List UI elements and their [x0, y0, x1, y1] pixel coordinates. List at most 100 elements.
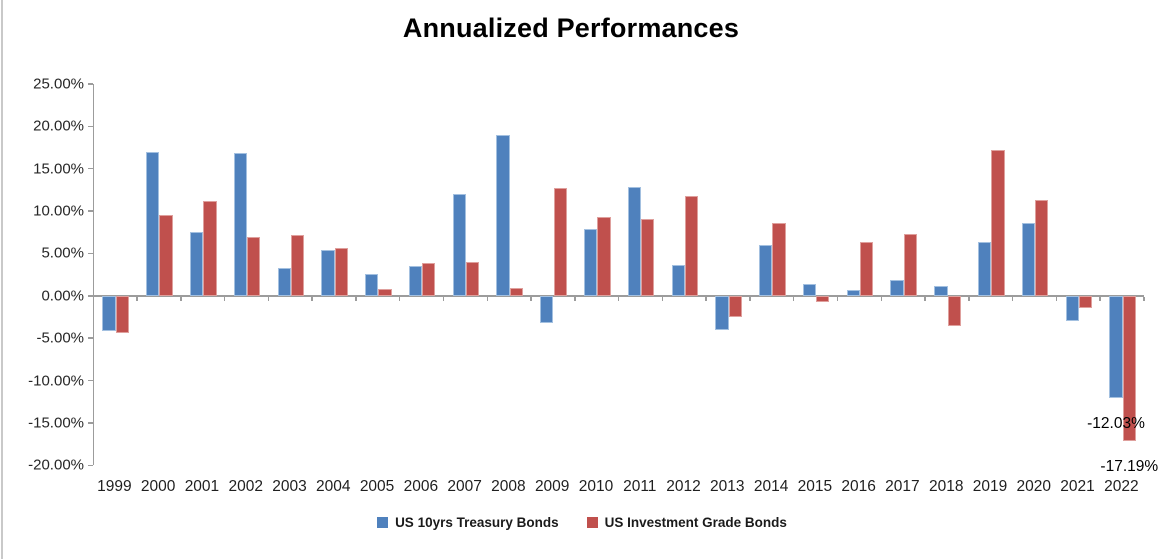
bar-us-investment-grade-bonds-2019: [991, 150, 1005, 296]
x-axis-tick-mark: [1055, 296, 1058, 302]
bar-us-investment-grade-bonds-2006: [422, 262, 436, 296]
bar-us-investment-grade-bonds-2020: [1035, 200, 1049, 296]
x-axis-category-label: 2010: [578, 478, 614, 495]
x-axis-tick-mark: [705, 296, 707, 302]
x-axis-tick-mark: [836, 296, 839, 302]
x-axis-tick-mark: [749, 296, 751, 302]
legend-item: US 10yrs Treasury Bonds: [377, 515, 559, 530]
bar-us-10yrs-treasury-bonds-1999: [102, 295, 116, 332]
bar-us-10yrs-treasury-bonds-2009: [540, 295, 554, 323]
x-axis-tick-mark: [792, 296, 795, 302]
y-axis-tick-mark: [88, 210, 93, 212]
x-axis-category-label: 2019: [972, 478, 1008, 495]
x-axis-tick-mark: [530, 296, 532, 302]
bar-us-10yrs-treasury-bonds-2017: [890, 279, 904, 296]
y-axis-tick-mark: [88, 337, 93, 339]
data-label-2022: -17.19%: [1100, 458, 1159, 476]
x-axis-tick-mark: [661, 296, 664, 302]
bar-us-10yrs-treasury-bonds-2022: [1109, 295, 1123, 398]
bar-us-investment-grade-bonds-2007: [465, 261, 480, 296]
bar-us-investment-grade-bonds-2011: [641, 218, 655, 296]
bar-us-10yrs-treasury-bonds-2003: [277, 267, 291, 296]
bar-us-10yrs-treasury-bonds-2012: [671, 265, 685, 296]
bar-us-10yrs-treasury-bonds-2000: [146, 151, 160, 296]
x-axis-category-label: 2017: [885, 478, 920, 495]
bar-us-investment-grade-bonds-2002: [247, 237, 261, 296]
x-axis-tick-mark: [1099, 296, 1101, 302]
x-axis-tick-mark: [1143, 296, 1145, 302]
x-axis-category-label: 2015: [797, 478, 833, 495]
legend-label: US Investment Grade Bonds: [604, 515, 787, 530]
x-axis-tick-mark: [574, 296, 576, 302]
bar-us-investment-grade-bonds-2003: [290, 234, 305, 296]
x-axis-category-label: 2000: [140, 478, 176, 495]
y-axis-tick-mark: [88, 125, 93, 128]
x-axis-category-label: 2021: [1060, 478, 1095, 495]
x-axis-category-label: 2004: [316, 478, 351, 495]
y-axis-tick-label: 20.00%: [33, 117, 84, 135]
bar-us-investment-grade-bonds-2005: [378, 289, 392, 296]
x-axis-tick-mark: [617, 296, 620, 302]
bar-us-10yrs-treasury-bonds-2007: [452, 194, 466, 296]
y-axis-tick-label: 5.00%: [41, 244, 84, 262]
bar-us-investment-grade-bonds-2021: [1078, 295, 1093, 308]
bar-us-10yrs-treasury-bonds-2015: [802, 283, 817, 296]
x-axis-category-label: 2012: [666, 478, 701, 495]
bar-us-investment-grade-bonds-2010: [597, 217, 611, 296]
chart-legend: US 10yrs Treasury Bonds US Investment Gra…: [0, 515, 1164, 530]
bar-us-10yrs-treasury-bonds-2020: [1021, 222, 1036, 296]
bar-us-10yrs-treasury-bonds-2005: [365, 273, 379, 296]
x-axis-tick-mark: [880, 296, 883, 302]
y-axis-tick-label: -20.00%: [28, 456, 84, 474]
x-axis-category-label: 2007: [447, 478, 482, 495]
x-axis-category-label: 2002: [228, 478, 263, 495]
y-axis-line: [92, 84, 94, 466]
x-axis-tick-mark: [223, 296, 226, 302]
y-axis-tick-label: -5.00%: [36, 329, 84, 347]
y-axis-tick-label: 15.00%: [33, 160, 84, 178]
bar-us-10yrs-treasury-bonds-2008: [496, 134, 510, 296]
x-axis-category-label: 2006: [403, 478, 439, 495]
y-axis-tick-mark: [88, 252, 93, 255]
x-axis-category-label: 2016: [841, 478, 876, 495]
bar-us-investment-grade-bonds-2014: [772, 222, 786, 296]
y-axis-tick-mark: [88, 422, 93, 424]
bar-us-10yrs-treasury-bonds-2019: [978, 242, 992, 296]
x-axis-tick-mark: [311, 296, 313, 302]
bar-us-10yrs-treasury-bonds-2018: [934, 286, 948, 296]
bar-us-10yrs-treasury-bonds-2021: [1065, 295, 1079, 322]
bar-us-investment-grade-bonds-2001: [203, 200, 217, 296]
x-axis-tick-mark: [92, 296, 94, 302]
x-axis-tick-mark: [267, 296, 270, 302]
x-axis-tick-mark: [1011, 296, 1014, 302]
x-axis-tick-mark: [355, 296, 357, 302]
x-axis-category-label: 1999: [97, 478, 132, 495]
bar-us-investment-grade-bonds-2012: [684, 195, 699, 296]
x-axis-category-label: 2020: [1016, 478, 1051, 495]
bar-us-10yrs-treasury-bonds-2006: [408, 266, 423, 296]
y-axis-tick-mark: [88, 295, 93, 297]
x-axis-category-label: 2001: [184, 478, 220, 495]
legend-item: US Investment Grade Bonds: [586, 515, 787, 530]
chart-title: Annualized Performances: [402, 13, 740, 43]
x-axis-tick-mark: [180, 296, 182, 302]
y-axis-tick-mark: [88, 464, 93, 467]
x-axis-category-label: 2022: [1104, 478, 1139, 495]
bar-us-10yrs-treasury-bonds-2010: [583, 228, 598, 296]
window-edge-divider: [1, 0, 3, 559]
bar-us-investment-grade-bonds-2004: [334, 247, 348, 296]
bar-us-investment-grade-bonds-2016: [859, 242, 874, 296]
x-axis-tick-mark: [136, 296, 138, 302]
x-axis-category-label: 2014: [753, 478, 789, 495]
bar-us-investment-grade-bonds-2015: [816, 295, 830, 302]
x-axis-category-label: 2011: [623, 478, 657, 495]
bar-us-10yrs-treasury-bonds-2011: [627, 187, 642, 296]
legend-swatch-icon: [377, 517, 389, 528]
bar-us-10yrs-treasury-bonds-2002: [233, 152, 248, 296]
y-axis-tick-label: 10.00%: [33, 202, 84, 220]
x-axis-tick-mark: [442, 296, 445, 302]
bar-us-10yrs-treasury-bonds-2013: [715, 295, 729, 330]
legend-swatch-icon: [586, 517, 598, 528]
x-axis-category-label: 2005: [359, 478, 395, 495]
